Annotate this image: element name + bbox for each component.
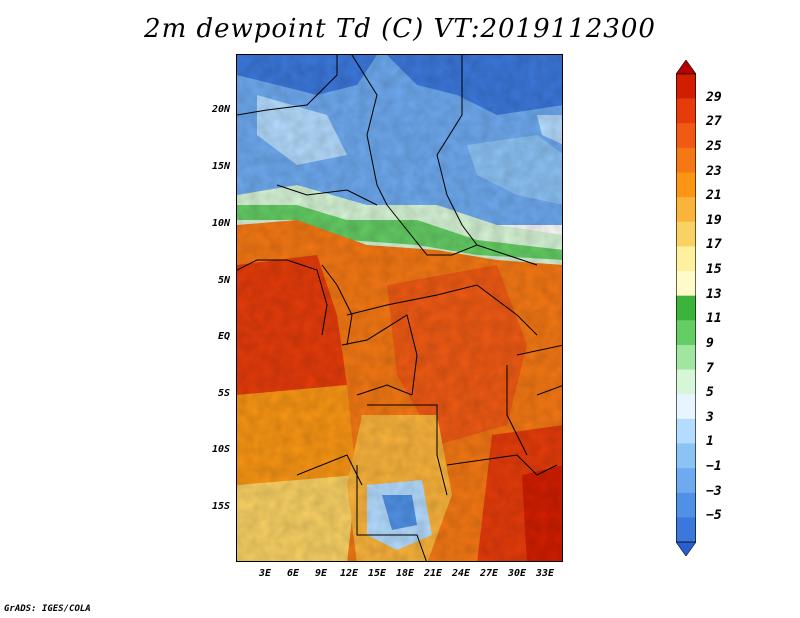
colorbar-tick-label: 1 <box>706 434 714 450</box>
colorbar-segment <box>676 344 696 370</box>
colorbar-top-arrow <box>676 60 696 75</box>
lon-label-18e: 18E <box>395 568 415 579</box>
lon-label-3e: 3E <box>258 568 272 579</box>
colorbar-bottom-arrow <box>676 541 696 556</box>
colorbar-segment <box>676 123 696 149</box>
colorbar-segment <box>676 418 696 444</box>
colorbar-tick-label: 17 <box>706 237 722 253</box>
colorbar-segment <box>676 246 696 272</box>
lat-label-20n: 20N <box>211 104 230 115</box>
lon-label-24e: 24E <box>451 568 471 579</box>
lon-label-15e: 15E <box>367 568 387 579</box>
colorbar <box>676 60 696 556</box>
lon-label-27e: 27E <box>479 568 499 579</box>
colorbar-tick-label: 7 <box>706 360 714 376</box>
footer-credit: GrADS: IGES/COLA <box>4 604 91 614</box>
colorbar-segment <box>676 369 696 395</box>
colorbar-tick-label: 25 <box>706 138 722 154</box>
colorbar-tick-label: −5 <box>706 508 722 524</box>
colorbar-segment <box>676 443 696 469</box>
lon-label-6e: 6E <box>286 568 300 579</box>
colorbar-segment <box>676 468 696 494</box>
texture-overlay <box>237 55 562 561</box>
lon-label-21e: 21E <box>423 568 443 579</box>
lat-label-eq: EQ <box>217 331 230 342</box>
lat-label-5s: 5S <box>217 388 230 399</box>
colorbar-tick-label: 13 <box>706 286 722 302</box>
colorbar-segment <box>676 295 696 321</box>
lon-label-33e: 33E <box>535 568 555 579</box>
lon-label-9e: 9E <box>314 568 328 579</box>
colorbar-tick-label: 19 <box>706 212 722 228</box>
colorbar-segment <box>676 147 696 173</box>
colorbar-tick-label: 3 <box>706 409 714 425</box>
colorbar-segment <box>676 271 696 296</box>
colorbar-tick-label: 5 <box>706 385 714 401</box>
map-title: 2m dewpoint Td (C) VT:2019112300 <box>144 14 656 44</box>
lon-label-12e: 12E <box>339 568 359 579</box>
colorbar-tick-label: 21 <box>706 188 722 204</box>
lat-label-15s: 15S <box>211 501 230 512</box>
lon-label-30e: 30E <box>507 568 527 579</box>
dewpoint-map <box>236 54 563 562</box>
lat-label-10n: 10N <box>211 218 230 229</box>
lat-label-15n: 15N <box>211 161 230 172</box>
colorbar-tick-label: 29 <box>706 89 722 105</box>
lat-label-10s: 10S <box>211 444 230 455</box>
colorbar-tick-label: 27 <box>706 114 722 130</box>
colorbar-tick-label: −3 <box>706 483 722 499</box>
colorbar-segment <box>676 394 696 420</box>
colorbar-segment <box>676 492 696 518</box>
colorbar-segment <box>676 172 696 198</box>
colorbar-segment <box>676 221 696 247</box>
colorbar-tick-label: 23 <box>706 163 722 179</box>
colorbar-segment <box>676 98 696 124</box>
colorbar-segment <box>676 517 696 543</box>
colorbar-tick-label: 11 <box>706 311 722 327</box>
dewpoint-field <box>237 55 562 561</box>
country-borders <box>237 55 562 561</box>
lat-label-5n: 5N <box>217 275 230 286</box>
colorbar-segment <box>676 197 696 223</box>
colorbar-tick-label: 15 <box>706 262 722 278</box>
colorbar-tick-label: 9 <box>706 335 714 351</box>
colorbar-tick-label: −1 <box>706 459 722 475</box>
colorbar-outline <box>676 73 696 543</box>
colorbar-segment <box>676 74 696 99</box>
colorbar-segment <box>676 320 696 346</box>
